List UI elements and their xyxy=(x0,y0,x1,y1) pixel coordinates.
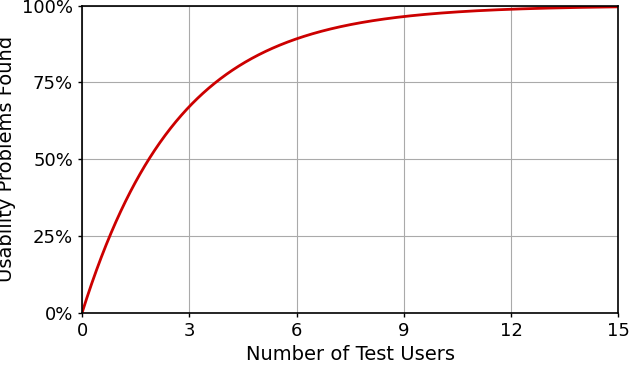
X-axis label: Number of Test Users: Number of Test Users xyxy=(245,345,455,365)
Y-axis label: Usability Problems Found: Usability Problems Found xyxy=(0,36,16,282)
